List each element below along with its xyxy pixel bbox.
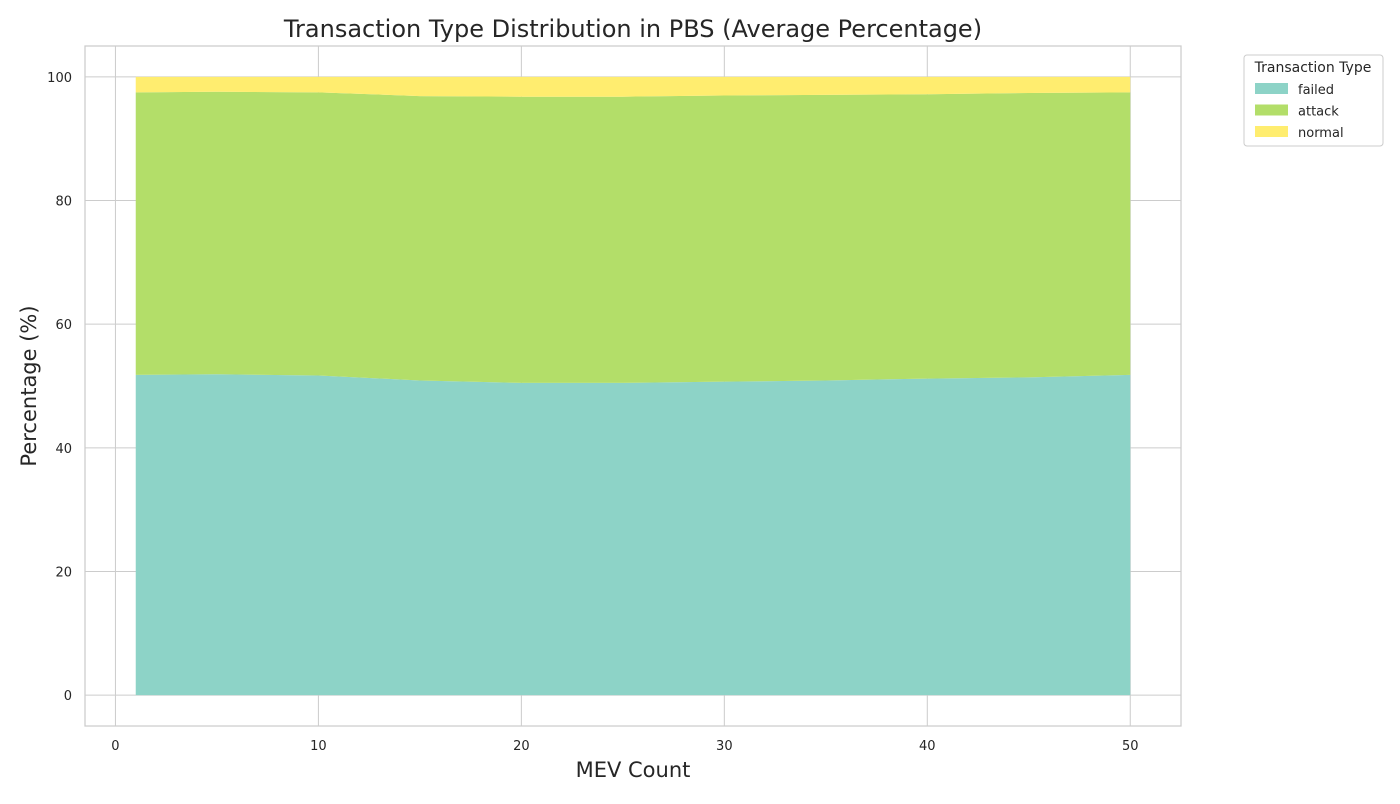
legend-swatch-failed (1255, 83, 1288, 94)
legend-swatch-attack (1255, 104, 1288, 116)
area-attack (135, 91, 1131, 383)
legend-items: failed attack normal (1255, 83, 1344, 141)
x-tick-labels: 0 10 20 30 40 50 (111, 739, 1138, 754)
y-tick-label: 40 (55, 442, 72, 457)
legend-title: Transaction Type (1254, 60, 1372, 76)
area-normal (135, 76, 1131, 97)
chart-title: Transaction Type Distribution in PBS (Av… (283, 15, 982, 43)
y-tick-label: 60 (55, 318, 72, 333)
y-tick-label: 20 (55, 565, 72, 580)
plot-frame (84, 45, 1182, 727)
x-tick-label: 40 (919, 739, 936, 754)
x-tick-label: 50 (1122, 739, 1139, 754)
y-tick-labels: 0 20 40 60 80 100 (47, 71, 72, 704)
x-tick-label: 30 (716, 739, 733, 754)
legend: Transaction Type failed attack normal (1243, 54, 1384, 147)
x-tick-label: 20 (513, 739, 530, 754)
y-axis-label: Percentage (%) (17, 305, 41, 466)
area-failed (135, 374, 1131, 696)
legend-label-failed: failed (1298, 83, 1334, 98)
legend-box (1243, 54, 1384, 147)
x-tick-label: 0 (111, 739, 119, 754)
x-tick-label: 10 (310, 739, 327, 754)
y-tick-label: 80 (55, 195, 72, 210)
y-tick-label: 100 (47, 71, 72, 86)
x-axis-label: MEV Count (576, 758, 691, 782)
legend-label-normal: normal (1298, 126, 1344, 141)
stacked-areas (135, 76, 1131, 696)
y-tick-label: 0 (64, 689, 72, 704)
legend-label-attack: attack (1298, 105, 1339, 120)
legend-swatch-normal (1255, 126, 1288, 137)
